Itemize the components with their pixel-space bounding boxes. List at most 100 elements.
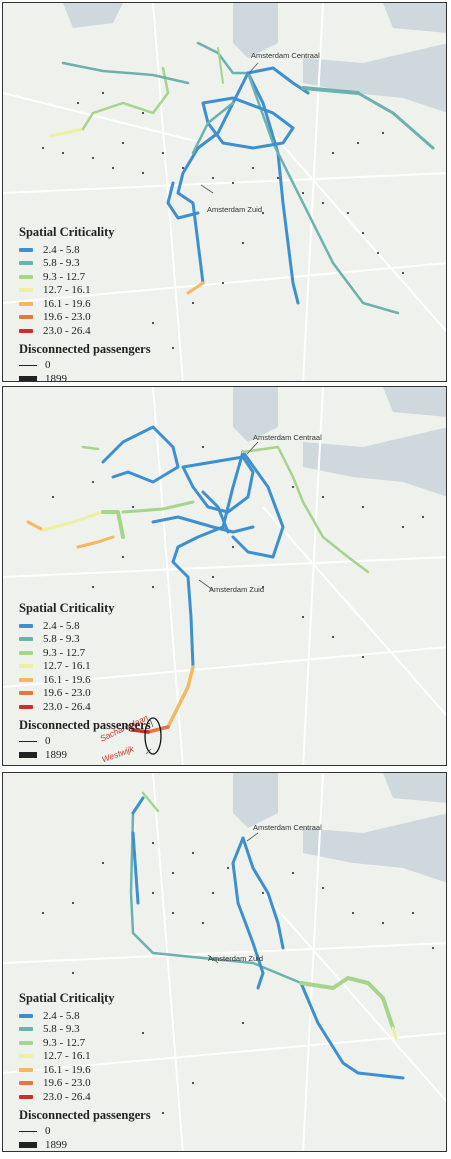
legend-class-row: 2.4 - 5.8 xyxy=(19,619,151,633)
legend-class-label: 12.7 - 16.1 xyxy=(43,660,91,673)
water-layer xyxy=(233,773,446,883)
label-amsterdam-zuid: Amsterdam Zuid xyxy=(208,954,264,963)
legend-swatch xyxy=(19,261,33,266)
legend-title: Spatial Criticality xyxy=(19,991,115,1005)
legend-class-row: 12.7 - 16.1 xyxy=(19,284,151,298)
legend-swatch xyxy=(19,623,33,628)
legend-disconnected-label: 0 xyxy=(45,1125,51,1138)
stops-layer xyxy=(52,446,424,658)
legend-line-width-sample xyxy=(19,740,37,742)
legend-class-label: 16.1 - 19.6 xyxy=(43,297,91,310)
legend-swatch xyxy=(19,691,33,696)
legend-disconnected: 0 1899 xyxy=(19,735,151,762)
legend-2: Spatial Criticality 2.4 - 5.8 5.8 - 9.3 9.… xyxy=(19,601,151,762)
legend-class-row: 12.7 - 16.1 xyxy=(19,1050,151,1064)
network-layer xyxy=(26,425,370,734)
legend-disconnected-row: 1899 xyxy=(19,372,151,382)
legend-swatch xyxy=(19,1027,33,1032)
legend-class-label: 9.3 - 12.7 xyxy=(43,270,86,283)
legend-class-label: 2.4 - 5.8 xyxy=(43,1009,80,1022)
highlight-ellipse xyxy=(144,717,162,755)
label-amsterdam-zuid: Amsterdam Zuid xyxy=(209,585,265,594)
legend-class-row: 19.6 - 23.0 xyxy=(19,687,151,701)
legend-swatch xyxy=(19,1040,33,1045)
road-layer xyxy=(3,773,446,1151)
legend-classes: 2.4 - 5.8 5.8 - 9.3 9.3 - 12.7 12.7 - 16.1 1… xyxy=(19,243,151,338)
pointer-arrows xyxy=(145,441,259,755)
legend-disconnected-label: 1899 xyxy=(45,1138,67,1151)
legend-class-row: 5.8 - 9.3 xyxy=(19,257,151,271)
legend-class-label: 23.0 - 26.4 xyxy=(43,700,91,713)
legend-swatch xyxy=(19,650,33,655)
legend-line-width-sample xyxy=(19,1141,37,1148)
road-layer xyxy=(3,387,446,765)
legend-class-row: 9.3 - 12.7 xyxy=(19,1036,151,1050)
map-canvas-1 xyxy=(3,3,446,381)
legend-swatch xyxy=(19,274,33,279)
legend-class-label: 23.0 - 26.4 xyxy=(43,324,91,337)
legend-disconnected-row: 0 xyxy=(19,1125,151,1139)
road-layer xyxy=(3,3,446,381)
legend-class-row: 9.3 - 12.7 xyxy=(19,270,151,284)
legend-class-label: 12.7 - 16.1 xyxy=(43,284,91,297)
legend-class-label: 23.0 - 26.4 xyxy=(43,1090,91,1103)
legend-disconnected-label: 1899 xyxy=(45,748,67,761)
legend-3: Spatial Criticality 2.4 - 5.8 5.8 - 9.3 9.… xyxy=(19,991,151,1152)
legend-class-label: 19.6 - 23.0 xyxy=(43,311,91,324)
label-amsterdam-centraal: Amsterdam Centraal xyxy=(253,433,322,442)
legend-1: Spatial Criticality 2.4 - 5.8 5.8 - 9.3 9.… xyxy=(19,225,151,382)
legend-disconnected-label: 1899 xyxy=(45,372,67,382)
legend-class-row: 23.0 - 26.4 xyxy=(19,324,151,338)
legend-class-row: 2.4 - 5.8 xyxy=(19,1009,151,1023)
legend-disconnected-label: 0 xyxy=(45,735,51,748)
legend-swatch xyxy=(19,664,33,669)
label-amsterdam-zuid: Amsterdam Zuid xyxy=(207,205,263,214)
legend-class-label: 5.8 - 9.3 xyxy=(43,633,80,646)
legend-class-row: 5.8 - 9.3 xyxy=(19,633,151,647)
legend-disconnected: 0 1899 xyxy=(19,359,151,382)
map-canvas-3 xyxy=(3,773,446,1151)
legend-class-row: 19.6 - 23.0 xyxy=(19,1077,151,1091)
legend-class-label: 9.3 - 12.7 xyxy=(43,1036,86,1049)
label-amsterdam-centraal: Amsterdam Centraal xyxy=(253,823,322,832)
legend-swatch xyxy=(19,1067,33,1072)
legend-swatch xyxy=(19,704,33,709)
legend-disconnected-label: 0 xyxy=(45,359,51,372)
legend-swatch xyxy=(19,1094,33,1099)
legend-swatch xyxy=(19,677,33,682)
legend-disconnected: 0 1899 xyxy=(19,1125,151,1152)
legend-disconnected-title: Disconnected passengers xyxy=(19,341,151,356)
legend-swatch xyxy=(19,288,33,293)
legend-disconnected-row: 0 xyxy=(19,359,151,373)
legend-disconnected-title: Disconnected passengers xyxy=(19,1107,151,1122)
legend-swatch xyxy=(19,247,33,252)
legend-class-label: 9.3 - 12.7 xyxy=(43,646,86,659)
legend-swatch xyxy=(19,637,33,642)
legend-classes: 2.4 - 5.8 5.8 - 9.3 9.3 - 12.7 12.7 - 16.1 1… xyxy=(19,1009,151,1104)
legend-line-width-sample xyxy=(19,751,37,758)
legend-class-row: 19.6 - 23.0 xyxy=(19,311,151,325)
legend-class-label: 12.7 - 16.1 xyxy=(43,1050,91,1063)
legend-class-row: 12.7 - 16.1 xyxy=(19,660,151,674)
water-layer xyxy=(233,387,446,497)
legend-class-label: 16.1 - 19.6 xyxy=(43,673,91,686)
legend-class-row: 2.4 - 5.8 xyxy=(19,243,151,257)
legend-swatch xyxy=(19,301,33,306)
legend-class-row: 5.8 - 9.3 xyxy=(19,1023,151,1037)
legend-swatch xyxy=(19,315,33,320)
network-layer xyxy=(129,791,405,1080)
water-layer xyxy=(63,3,446,113)
legend-title: Spatial Criticality xyxy=(19,225,115,239)
legend-disconnected-row: 1899 xyxy=(19,748,151,762)
legend-title: Spatial Criticality xyxy=(19,601,115,615)
legend-classes: 2.4 - 5.8 5.8 - 9.3 9.3 - 12.7 12.7 - 16.1 1… xyxy=(19,619,151,714)
legend-line-width-sample xyxy=(19,375,37,381)
map-panel-1: Amsterdam Centraal Amsterdam Zuid Spatia… xyxy=(2,2,447,382)
legend-class-label: 16.1 - 19.6 xyxy=(43,1063,91,1076)
legend-class-label: 19.6 - 23.0 xyxy=(43,687,91,700)
legend-class-label: 2.4 - 5.8 xyxy=(43,619,80,632)
legend-class-label: 5.8 - 9.3 xyxy=(43,1023,80,1036)
legend-class-row: 9.3 - 12.7 xyxy=(19,646,151,660)
legend-class-row: 16.1 - 19.6 xyxy=(19,673,151,687)
legend-class-label: 2.4 - 5.8 xyxy=(43,243,80,256)
